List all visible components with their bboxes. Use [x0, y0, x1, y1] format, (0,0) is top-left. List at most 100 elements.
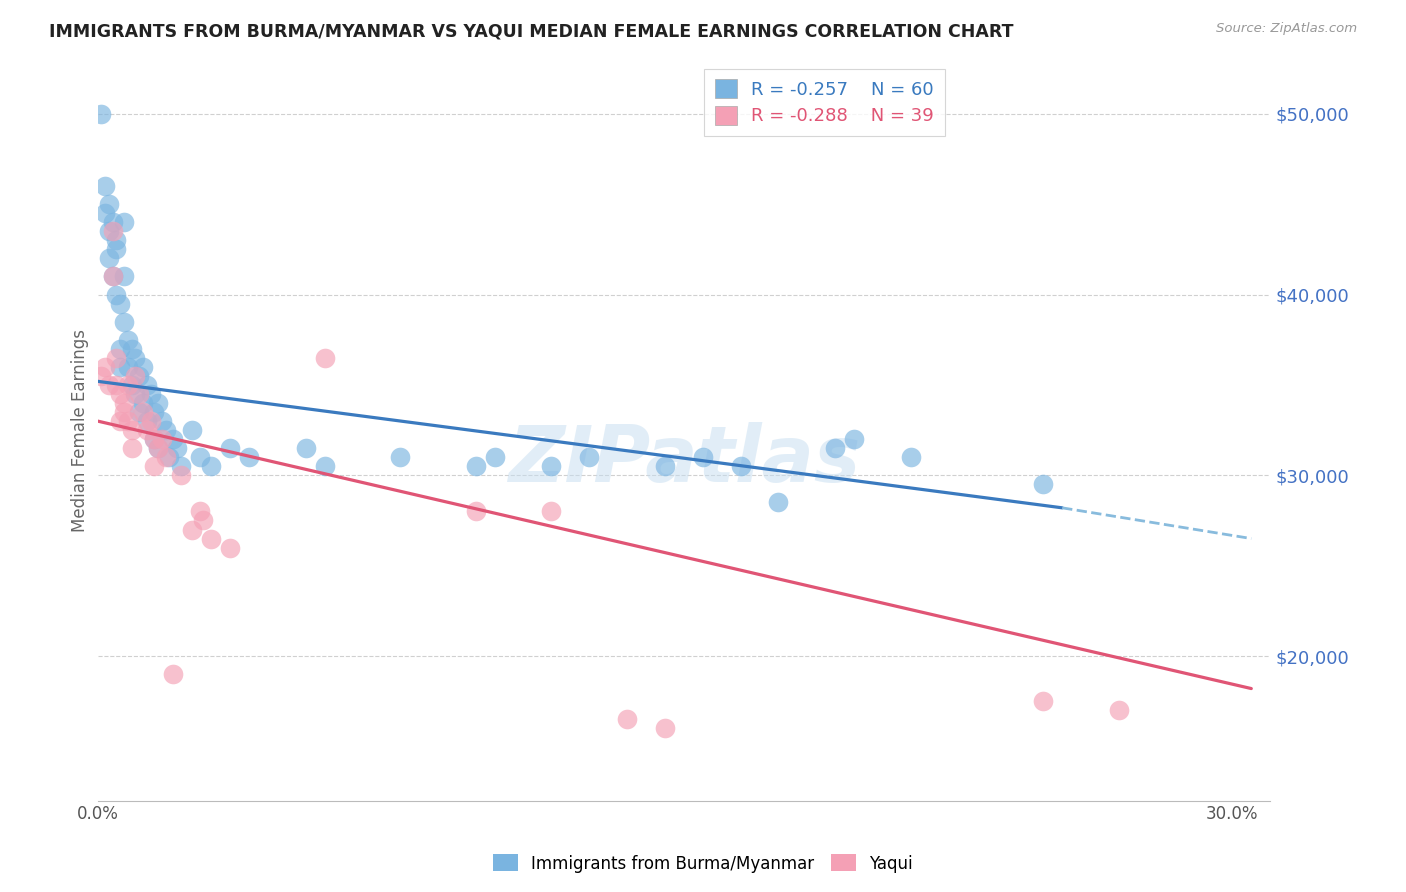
Point	[654, 459, 676, 474]
Point	[90, 368, 112, 383]
Point	[97, 378, 120, 392]
Point	[150, 432, 173, 446]
Point	[117, 378, 139, 392]
Point	[101, 224, 124, 238]
Y-axis label: Median Female Earnings: Median Female Earnings	[72, 328, 89, 532]
Point	[105, 378, 128, 392]
Point	[162, 667, 184, 681]
Point	[112, 405, 135, 419]
Point	[101, 269, 124, 284]
Point	[94, 179, 117, 194]
Point	[768, 495, 790, 509]
Point	[200, 459, 222, 474]
Point	[188, 504, 211, 518]
Point	[124, 351, 146, 365]
Point	[654, 722, 676, 736]
Point	[294, 441, 316, 455]
Point	[143, 459, 166, 474]
Point	[97, 197, 120, 211]
Text: IMMIGRANTS FROM BURMA/MYANMAR VS YAQUI MEDIAN FEMALE EARNINGS CORRELATION CHART: IMMIGRANTS FROM BURMA/MYANMAR VS YAQUI M…	[49, 22, 1014, 40]
Point	[730, 459, 752, 474]
Point	[170, 459, 193, 474]
Point	[193, 513, 215, 527]
Point	[314, 459, 336, 474]
Point	[824, 441, 846, 455]
Point	[121, 423, 143, 437]
Point	[540, 504, 562, 518]
Point	[121, 441, 143, 455]
Point	[842, 432, 865, 446]
Point	[219, 541, 242, 555]
Point	[139, 387, 162, 401]
Point	[110, 342, 132, 356]
Point	[900, 450, 922, 465]
Point	[110, 414, 132, 428]
Point	[101, 269, 124, 284]
Point	[117, 333, 139, 347]
Point	[219, 441, 242, 455]
Point	[162, 432, 184, 446]
Point	[181, 523, 204, 537]
Point	[117, 414, 139, 428]
Point	[112, 215, 135, 229]
Point	[166, 441, 188, 455]
Point	[540, 459, 562, 474]
Point	[110, 387, 132, 401]
Point	[1108, 703, 1130, 717]
Point	[238, 450, 260, 465]
Point	[94, 359, 117, 374]
Text: Source: ZipAtlas.com: Source: ZipAtlas.com	[1216, 22, 1357, 36]
Point	[132, 396, 155, 410]
Point	[616, 712, 638, 726]
Point	[181, 423, 204, 437]
Point	[484, 450, 506, 465]
Point	[90, 107, 112, 121]
Point	[105, 233, 128, 247]
Point	[128, 387, 150, 401]
Point	[464, 459, 486, 474]
Point	[692, 450, 714, 465]
Point	[143, 432, 166, 446]
Legend: Immigrants from Burma/Myanmar, Yaqui: Immigrants from Burma/Myanmar, Yaqui	[486, 847, 920, 880]
Point	[170, 468, 193, 483]
Point	[464, 504, 486, 518]
Point	[188, 450, 211, 465]
Point	[200, 532, 222, 546]
Point	[159, 450, 181, 465]
Point	[146, 396, 169, 410]
Point	[389, 450, 412, 465]
Point	[105, 243, 128, 257]
Legend: R = -0.257    N = 60, R = -0.288    N = 39: R = -0.257 N = 60, R = -0.288 N = 39	[704, 69, 945, 136]
Point	[101, 215, 124, 229]
Point	[128, 405, 150, 419]
Point	[105, 287, 128, 301]
Point	[121, 378, 143, 392]
Point	[112, 269, 135, 284]
Point	[128, 368, 150, 383]
Point	[1032, 477, 1054, 491]
Point	[132, 405, 155, 419]
Point	[143, 405, 166, 419]
Point	[135, 378, 157, 392]
Point	[155, 450, 177, 465]
Point	[132, 359, 155, 374]
Point	[139, 414, 162, 428]
Point	[117, 359, 139, 374]
Text: ZIPatlas: ZIPatlas	[508, 422, 860, 498]
Point	[314, 351, 336, 365]
Point	[124, 387, 146, 401]
Point	[97, 224, 120, 238]
Point	[94, 206, 117, 220]
Point	[143, 432, 166, 446]
Point	[1032, 694, 1054, 708]
Point	[135, 423, 157, 437]
Point	[121, 342, 143, 356]
Point	[105, 351, 128, 365]
Point	[146, 441, 169, 455]
Point	[155, 423, 177, 437]
Point	[135, 414, 157, 428]
Point	[110, 359, 132, 374]
Point	[146, 441, 169, 455]
Point	[97, 252, 120, 266]
Point	[112, 396, 135, 410]
